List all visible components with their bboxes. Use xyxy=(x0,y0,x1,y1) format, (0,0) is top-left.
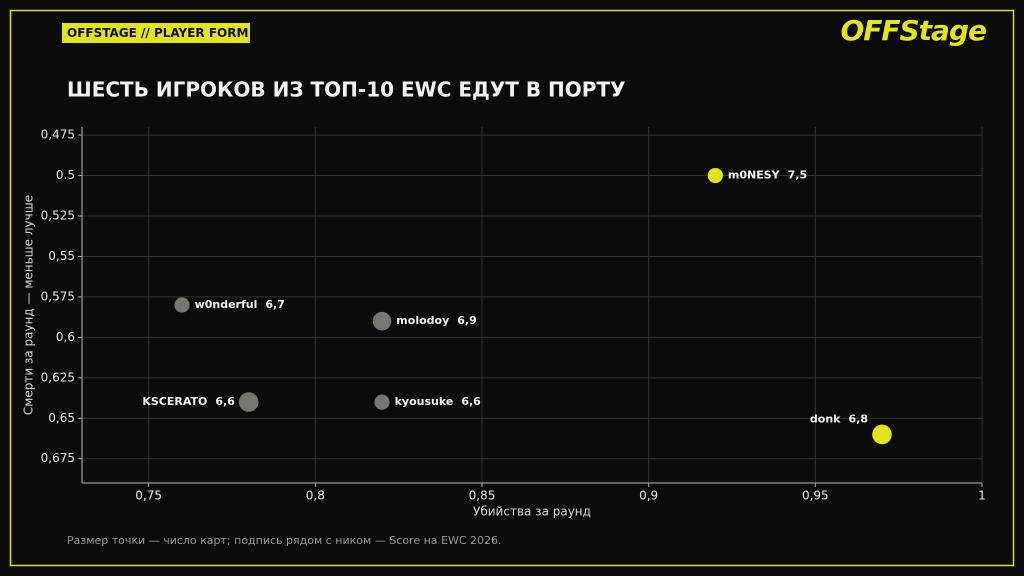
point xyxy=(174,297,190,313)
point-label: KSCERATO 6,6 xyxy=(142,395,235,408)
x-tick-label: 0,95 xyxy=(802,489,829,503)
point xyxy=(872,424,892,445)
footnote: Размер точки — число карт; подпись рядом… xyxy=(67,534,502,547)
x-tick-label: 0,9 xyxy=(639,489,658,503)
y-tick-label: 0.5 xyxy=(56,168,75,182)
y-tick-label: 0,6 xyxy=(56,330,75,344)
point xyxy=(374,394,390,410)
player-score: 6,6 xyxy=(461,395,481,408)
y-tick-label: 0,675 xyxy=(41,451,75,465)
player-name: kyousuke xyxy=(395,395,454,408)
point xyxy=(238,392,259,412)
x-tick-label: 1 xyxy=(978,489,986,503)
y-tick-label: 0,575 xyxy=(41,289,75,303)
player-name: donk xyxy=(810,412,841,425)
y-axis-label: Смерти за раунд — меньше лучше xyxy=(22,195,36,415)
player-name: w0nderful xyxy=(195,298,258,311)
point-label: w0nderful 6,7 xyxy=(195,298,285,311)
x-tick-label: 0,75 xyxy=(135,489,162,503)
point-label: molodoy 6,9 xyxy=(396,314,476,327)
chart-title: ШЕСТЬ ИГРОКОВ ИЗ ТОП-10 EWC ЕДУТ В ПОРТУ xyxy=(67,78,626,102)
point-label: m0NESY 7,5 xyxy=(728,169,807,182)
y-tick-label: 0,475 xyxy=(41,128,75,142)
point-label: kyousuke 6,6 xyxy=(395,395,482,408)
player-score: 6,8 xyxy=(849,412,869,425)
x-tick-label: 0,85 xyxy=(469,489,496,503)
player-score: 7,5 xyxy=(788,169,808,182)
point xyxy=(707,167,723,184)
point-label: donk 6,8 xyxy=(810,412,868,425)
player-name: m0NESY xyxy=(728,169,781,182)
y-tick-label: 0,65 xyxy=(48,411,75,425)
player-name: KSCERATO xyxy=(142,395,207,408)
x-tick-label: 0,8 xyxy=(306,489,325,503)
y-tick-label: 0,525 xyxy=(41,209,75,223)
x-axis-label: Убийства за раунд xyxy=(473,505,591,519)
player-score: 6,6 xyxy=(215,395,235,408)
badge: OFFSTAGE // PLAYER FORM xyxy=(67,26,248,40)
player-name: molodoy xyxy=(396,314,449,327)
player-score: 6,9 xyxy=(457,314,477,327)
frame xyxy=(9,9,1015,567)
badge-bg xyxy=(62,23,250,43)
y-tick-label: 0,55 xyxy=(48,249,75,263)
y-tick-label: 0,625 xyxy=(41,370,75,384)
point xyxy=(372,311,392,331)
player-score: 6,7 xyxy=(265,298,285,311)
logo: OFFStage xyxy=(840,14,986,47)
